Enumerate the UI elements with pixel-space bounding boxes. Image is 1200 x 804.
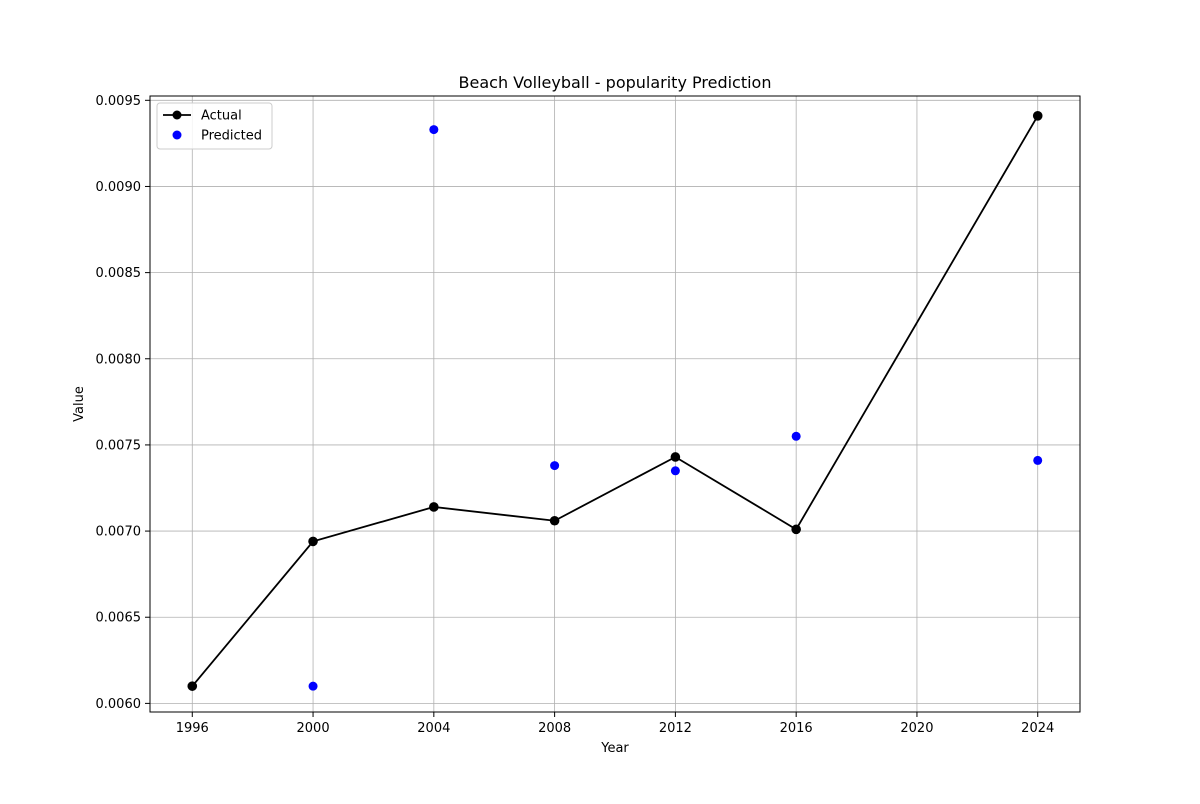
axes-layer: 1996 2000 2004 2008 2012 2016 2020 2024 0.0060 0.…: [96, 94, 1081, 736]
predicted-data-point: [308, 681, 318, 691]
y-tick-label: 0.0085: [96, 266, 142, 281]
predicted-data-point: [670, 466, 680, 476]
actual-data-point: [1032, 111, 1043, 121]
x-tick-label: 2012: [659, 721, 692, 736]
predicted-data-point: [550, 461, 560, 471]
y-tick-label: 0.0095: [96, 94, 142, 109]
y-tick-label: 0.0060: [96, 697, 142, 712]
legend-predicted-label: Predicted: [201, 129, 262, 144]
x-tick-label: 2008: [538, 721, 571, 736]
x-tick-label: 2020: [900, 721, 933, 736]
plot-frame: [149, 95, 1081, 713]
actual-data-point: [429, 502, 439, 512]
x-axis-label: Year: [600, 741, 629, 756]
legend-actual-marker: [172, 110, 182, 120]
actual-data-point: [187, 681, 198, 691]
legend-actual-label: Actual: [201, 109, 242, 124]
predicted-data-point: [429, 125, 439, 135]
y-tick-label: 0.0080: [96, 352, 142, 367]
predicted-data-point: [791, 431, 801, 441]
y-axis-label: Value: [72, 386, 87, 422]
legend: Actual Predicted: [156, 102, 273, 150]
y-tick-label: 0.0065: [96, 611, 142, 626]
actual-data-point: [670, 452, 681, 462]
x-tick-label: 2004: [417, 721, 450, 736]
grid-layer: [150, 96, 1080, 712]
actual-data-point: [308, 536, 318, 547]
chart-title: Beach Volleyball - popularity Prediction: [459, 73, 772, 92]
actual-data-point: [791, 524, 801, 535]
predicted-data-point: [1033, 455, 1043, 465]
series-layer: [187, 111, 1043, 691]
x-tick-label: 2016: [780, 721, 813, 736]
y-tick-label: 0.0075: [96, 438, 142, 453]
x-tick-label: 1996: [176, 721, 209, 736]
actual-data-point: [549, 515, 560, 526]
y-tick-label: 0.0070: [96, 525, 142, 540]
x-tick-label: 2024: [1021, 721, 1054, 736]
y-tick-label: 0.0090: [96, 180, 142, 195]
x-tick-label: 2000: [297, 721, 330, 736]
legend-predicted-marker: [172, 130, 182, 140]
